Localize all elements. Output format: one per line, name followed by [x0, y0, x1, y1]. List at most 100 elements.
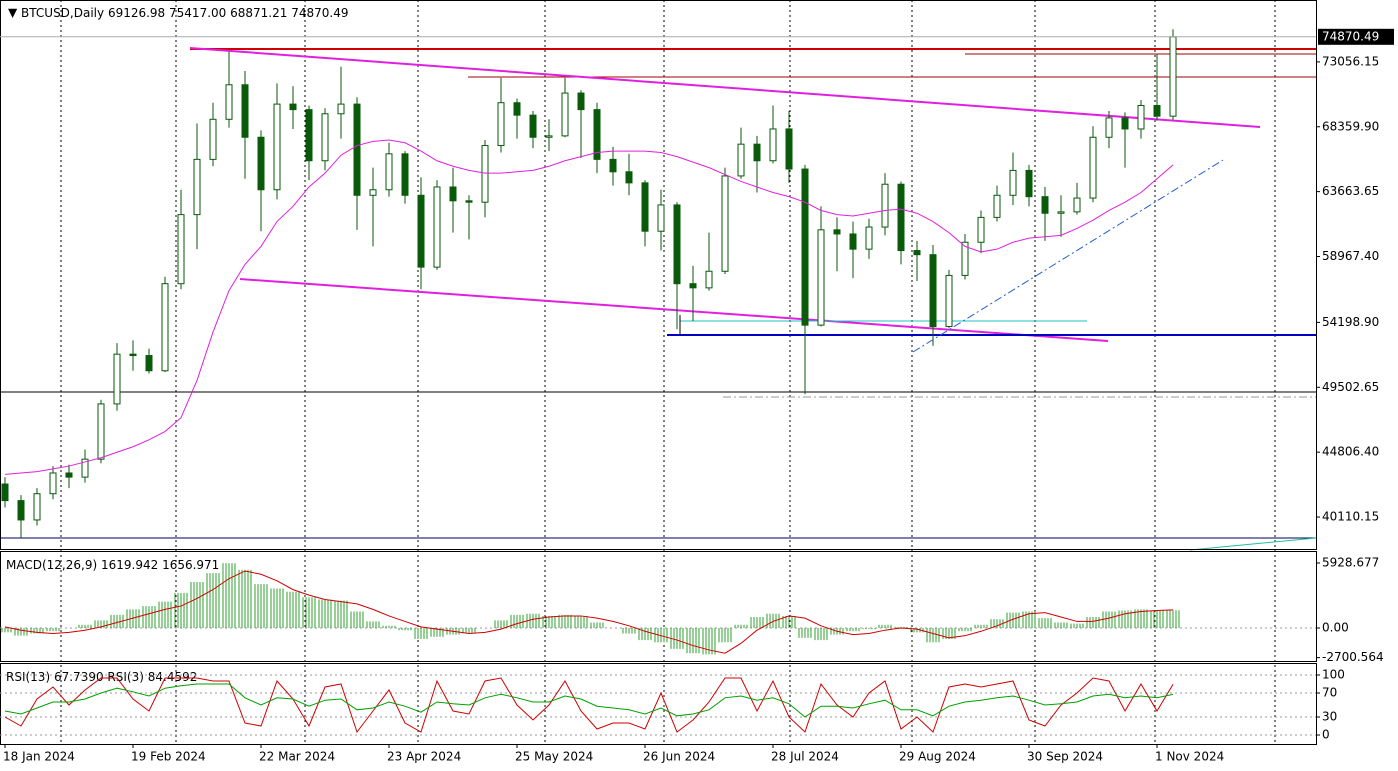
- rsi3-value: 84.4592: [148, 670, 198, 684]
- candle-body: [353, 103, 361, 196]
- candle-body: [337, 103, 345, 115]
- candle-body: [641, 182, 649, 232]
- candle-body: [657, 204, 665, 232]
- x-tick-label: 19 Feb 2024: [131, 750, 206, 764]
- y-tick-label: 0: [1322, 728, 1330, 742]
- candle-body: [1073, 197, 1081, 213]
- candle-body: [289, 103, 297, 111]
- candle-body: [689, 283, 697, 289]
- rsi-line: [4, 683, 1174, 718]
- x-tick-label: 23 Apr 2024: [387, 750, 461, 764]
- price-box-label: 74870.49: [1322, 29, 1379, 43]
- candle-body: [161, 283, 169, 372]
- candle-body: [721, 175, 729, 272]
- candle-body: [113, 353, 121, 405]
- x-tick-label: 26 Jun 2024: [643, 750, 715, 764]
- candle-body: [465, 200, 473, 203]
- candle-body: [593, 109, 601, 160]
- y-tick-label: 49502.65: [1322, 380, 1379, 394]
- candle-body: [193, 158, 201, 216]
- candle-body: [33, 493, 41, 521]
- candle-body: [1121, 117, 1129, 130]
- x-tick-label: 28 Jul 2024: [771, 750, 839, 764]
- ohlc-close: 74870.49: [291, 6, 348, 20]
- ohlc-high: 75417.00: [169, 6, 226, 20]
- candle-body: [369, 189, 377, 196]
- y-tick-label: 68359.90: [1322, 119, 1379, 133]
- candle-body: [481, 145, 489, 203]
- chart-header: ▼ BTCUSD,Daily 69126.98 75417.00 68871.2…: [8, 6, 348, 20]
- candle-body: [1089, 136, 1097, 199]
- candle-body: [433, 186, 441, 268]
- candle-body: [913, 250, 921, 256]
- candle-body: [401, 153, 409, 196]
- macd-header: MACD(12,26,9) 1619.942 1656.971: [6, 558, 219, 572]
- candle-body: [961, 241, 969, 276]
- candle-body: [1105, 117, 1113, 138]
- candle-body: [17, 500, 25, 521]
- candle-body: [497, 102, 505, 147]
- candle-body: [529, 114, 537, 138]
- candle-body: [449, 186, 457, 202]
- rsi13-name: RSI(13): [6, 670, 50, 684]
- y-tick-label: 5928.677: [1322, 555, 1379, 569]
- candle-body: [625, 171, 633, 184]
- candle-body: [561, 92, 569, 137]
- rsi-line: [4, 677, 1174, 734]
- candle-body: [577, 92, 585, 111]
- candle-body: [417, 194, 425, 268]
- x-tick-label: 25 May 2024: [515, 750, 593, 764]
- candle-body: [1041, 196, 1049, 214]
- candle-body: [705, 270, 713, 289]
- candle-body: [1025, 169, 1033, 198]
- panel-frames: [0, 0, 1317, 745]
- x-tick-label: 18 Jan 2024: [3, 750, 75, 764]
- candle-body: [817, 229, 825, 326]
- candle-body: [897, 183, 905, 252]
- candle-body: [545, 135, 553, 138]
- y-tick-label: 63663.65: [1322, 184, 1379, 198]
- candle-body: [1169, 36, 1177, 117]
- symbol: BTCUSD,Daily: [21, 6, 104, 20]
- rsi13-value: 67.7390: [54, 670, 104, 684]
- candle-body: [129, 353, 137, 357]
- candle-body: [945, 274, 953, 328]
- y-tick-label: 73056.15: [1322, 54, 1379, 68]
- x-tick-label: 30 Sep 2024: [1027, 750, 1103, 764]
- ohlc-open: 69126.98: [108, 6, 165, 20]
- candle-body: [1137, 104, 1145, 130]
- candle-body: [257, 136, 265, 191]
- x-tick-label: 22 Mar 2024: [259, 750, 335, 764]
- candle-body: [81, 458, 89, 478]
- candle-body: [65, 472, 73, 478]
- ohlc-low: 68871.21: [230, 6, 287, 20]
- vertical-grid: [60, 0, 1276, 744]
- candle-body: [737, 143, 745, 177]
- candle-body: [801, 168, 809, 326]
- candle-body: [225, 84, 233, 120]
- candle-body: [273, 103, 281, 191]
- candle-body: [513, 102, 521, 116]
- macd-value: 1619.942: [101, 558, 158, 572]
- candle-body: [1009, 169, 1017, 196]
- signal-line: [4, 570, 1174, 654]
- candle-body: [833, 229, 841, 235]
- candle-body: [609, 158, 617, 173]
- y-tick-label: 58967.40: [1322, 249, 1379, 263]
- candle-body: [865, 226, 873, 250]
- candle-body: [209, 118, 217, 160]
- candle-body: [753, 143, 761, 162]
- y-tick-label: 100: [1322, 668, 1345, 682]
- candle-body: [881, 183, 889, 228]
- price-box: [1318, 28, 1394, 45]
- candle-body: [1153, 104, 1161, 117]
- candle-body: [177, 214, 185, 285]
- candle-body: [769, 128, 777, 162]
- candle-body: [49, 472, 57, 495]
- candle-body: [1057, 211, 1065, 214]
- y-tick-label: 0.00: [1322, 621, 1349, 635]
- candle-body: [97, 403, 105, 460]
- y-tick-label: 30: [1322, 710, 1337, 724]
